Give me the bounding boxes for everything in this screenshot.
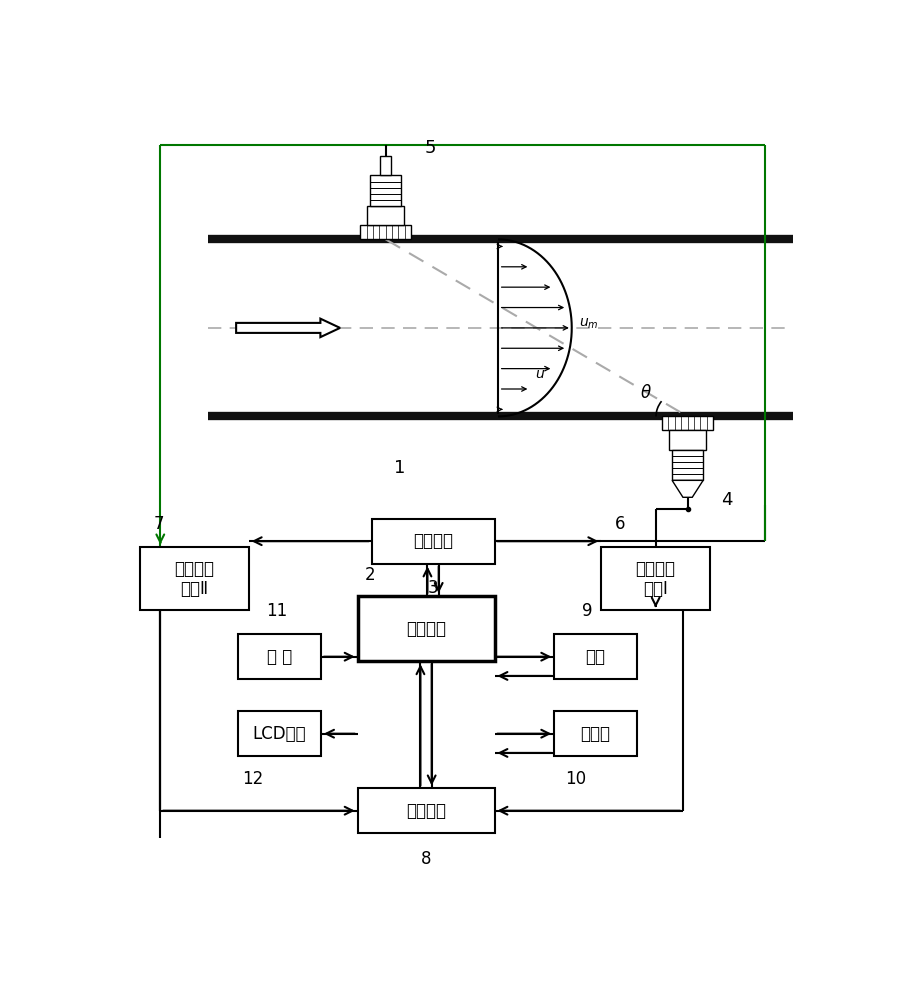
Text: 接收处理
电路Ⅰ: 接收处理 电路Ⅰ [636,560,676,598]
FancyBboxPatch shape [554,711,637,756]
Text: 11: 11 [266,602,287,620]
FancyBboxPatch shape [554,634,637,679]
FancyBboxPatch shape [662,416,713,430]
Text: 10: 10 [564,770,586,788]
Text: 2: 2 [364,566,375,584]
Text: 9: 9 [583,602,593,620]
FancyBboxPatch shape [360,225,411,239]
FancyBboxPatch shape [358,596,495,661]
FancyBboxPatch shape [371,175,401,206]
FancyBboxPatch shape [368,206,404,225]
Text: 主单片机: 主单片机 [406,620,446,638]
Text: 发射电路: 发射电路 [413,532,453,550]
Text: 时差测量: 时差测量 [406,802,446,820]
Text: 7: 7 [154,515,165,533]
Text: $u$: $u$ [535,367,545,381]
FancyBboxPatch shape [602,547,710,610]
Text: 6: 6 [615,515,626,533]
Text: 时钟: 时钟 [585,648,605,666]
Text: 8: 8 [420,850,431,868]
FancyBboxPatch shape [238,634,321,679]
Text: $\theta$: $\theta$ [640,384,651,402]
Text: 存储器: 存储器 [581,725,611,743]
Text: 5: 5 [424,139,436,157]
FancyBboxPatch shape [381,156,391,175]
Text: $u_m$: $u_m$ [579,317,598,331]
Text: 3: 3 [428,579,439,597]
FancyBboxPatch shape [371,519,495,564]
FancyBboxPatch shape [670,430,706,450]
Text: 键 盘: 键 盘 [267,648,293,666]
Text: 4: 4 [721,491,733,509]
Text: 接收处理
电路Ⅱ: 接收处理 电路Ⅱ [174,560,215,598]
Text: 1: 1 [394,459,406,477]
Polygon shape [672,480,703,497]
Text: LCD显示: LCD显示 [253,725,306,743]
FancyBboxPatch shape [238,711,321,756]
FancyBboxPatch shape [358,788,495,833]
FancyBboxPatch shape [140,547,249,610]
FancyArrow shape [236,319,340,337]
Text: 12: 12 [242,770,263,788]
FancyBboxPatch shape [672,450,703,480]
